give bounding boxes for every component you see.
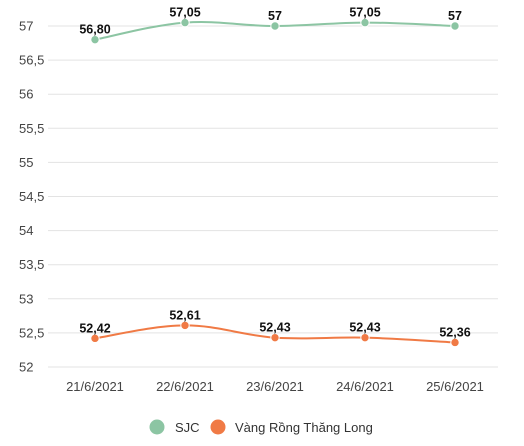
legend-item-vang-rong-thang-long: Vàng Rồng Thăng Long [210, 419, 373, 435]
y-axis-tick-labels: 52 52,5 53 53,5 54 54,5 55 55,5 56 56,5 57 [19, 19, 44, 375]
y-tick-label: 57 [19, 19, 33, 34]
series-lines [94, 21, 456, 344]
legend-item-sjc: SJC [149, 419, 200, 435]
y-tick-label: 54 [19, 223, 33, 238]
data-point-sjc [450, 21, 460, 31]
y-tick-label: 56 [19, 87, 33, 102]
data-point-sjc [360, 17, 370, 28]
grid-lines [48, 25, 498, 368]
legend-label: SJC [175, 420, 200, 435]
data-label-sjc: 57 [268, 9, 282, 23]
data-points [90, 17, 460, 348]
data-label-vang-rong-thang-long: 52,36 [439, 325, 470, 339]
data-point-sjc [180, 17, 190, 28]
x-tick-label: 21/6/2021 [66, 379, 124, 394]
x-tick-label: 23/6/2021 [246, 379, 304, 394]
data-label-sjc: 57,05 [169, 6, 200, 20]
y-tick-label: 53,5 [19, 257, 44, 272]
data-label-sjc: 57,05 [349, 6, 380, 20]
y-tick-label: 52 [19, 360, 33, 375]
x-tick-label: 24/6/2021 [336, 379, 394, 394]
y-tick-label: 53 [19, 291, 33, 306]
legend-label: Vàng Rồng Thăng Long [235, 420, 373, 435]
data-label-vang-rong-thang-long: 52,43 [349, 321, 380, 335]
data-label-vang-rong-thang-long: 52,61 [169, 308, 200, 322]
data-label-vang-rong-thang-long: 52,43 [259, 321, 290, 335]
legend-swatch [210, 419, 226, 435]
y-tick-label: 52,5 [19, 325, 44, 340]
x-tick-label: 22/6/2021 [156, 379, 214, 394]
data-point-sjc [90, 34, 100, 45]
legend: SJC Vàng Rồng Thăng Long [149, 419, 373, 435]
data-point-sjc [270, 21, 280, 31]
data-label-sjc: 57 [448, 9, 462, 23]
y-tick-label: 55 [19, 155, 33, 170]
data-point-vang-rong-thang-long [270, 332, 280, 343]
x-tick-label: 25/6/2021 [426, 379, 484, 394]
y-tick-label: 56,5 [19, 53, 44, 68]
data-point-vang-rong-thang-long [90, 333, 100, 344]
data-point-vang-rong-thang-long [360, 332, 370, 343]
data-label-vang-rong-thang-long: 52,42 [79, 321, 110, 335]
data-point-vang-rong-thang-long [450, 337, 460, 348]
data-point-vang-rong-thang-long [180, 320, 190, 331]
y-tick-label: 55,5 [19, 121, 44, 136]
legend-swatch [149, 419, 165, 435]
x-axis-tick-labels: 21/6/2021 22/6/2021 23/6/2021 24/6/2021 25/6… [66, 379, 484, 394]
data-label-sjc: 56,80 [79, 23, 110, 37]
y-tick-label: 54,5 [19, 189, 44, 204]
data-labels: 56,80 57,05 57 57,05 57 52,42 52,61 52,43 52,43 5… [79, 6, 470, 340]
